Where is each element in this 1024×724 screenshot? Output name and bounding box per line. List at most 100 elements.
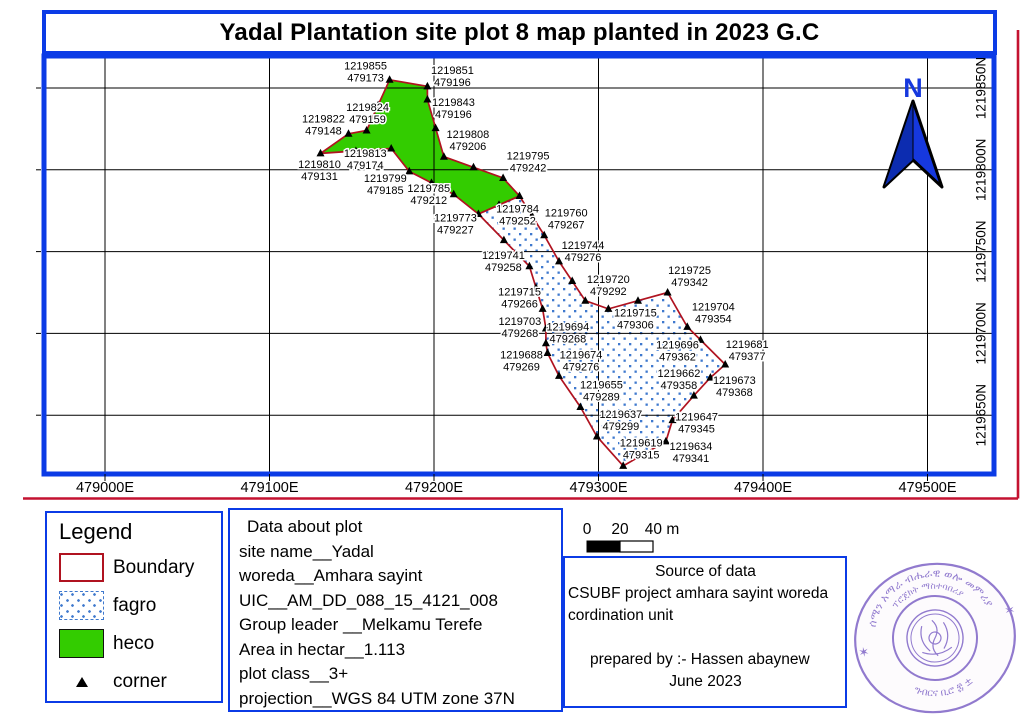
corner-marker [592, 432, 601, 440]
corner-marker [540, 230, 549, 239]
stamp-middle-ring [892, 595, 978, 681]
legend-item-label: corner [113, 670, 167, 692]
stamp-emblem [920, 619, 953, 657]
heco-swatch [59, 629, 104, 658]
corner-marker [668, 415, 677, 424]
point-label: 1219696 479362 [656, 339, 699, 363]
corner-marker [405, 166, 414, 175]
easting-label: 479000E [76, 480, 134, 496]
legend-item-label: heco [113, 632, 155, 654]
corner-marker [541, 324, 550, 332]
corner-marker [362, 126, 371, 134]
point-label: 1219720 479292 [587, 274, 630, 298]
corner-marker [640, 449, 649, 457]
point-label: 1219694 479268 [546, 322, 589, 346]
legend-item-label: Boundary [113, 556, 195, 578]
legend-item-heco: heco [59, 628, 221, 659]
title-box: Yadal Plantation site plot 8 map planted… [42, 10, 997, 55]
corner-marker [576, 402, 585, 410]
stamp-inner-ring2 [910, 613, 960, 663]
point-label: 1219855 479173 [344, 60, 387, 84]
scale-segment-black [586, 540, 621, 553]
stamp-inner-ring [906, 609, 964, 667]
point-label: 1219703 479268 [498, 316, 541, 340]
plot-info-line: plot class__3+ [239, 664, 349, 683]
point-label: 1219813 479174 [344, 148, 387, 172]
corner-marker [474, 209, 483, 217]
point-label: 1219673 479368 [713, 375, 756, 399]
corner-marker [721, 360, 730, 368]
corner-marker [344, 129, 353, 137]
point-label: 1219688 479269 [500, 350, 543, 374]
easting-label: 479400E [734, 480, 792, 496]
legend-item-label: fagro [113, 594, 157, 616]
corner-marker [527, 211, 536, 219]
fagro-polygon [478, 196, 726, 466]
corner-marker [581, 296, 590, 304]
corner-marker [706, 373, 715, 381]
corner-marker [385, 75, 394, 83]
corner-marker [555, 256, 563, 265]
point-label: 1219674 479276 [560, 349, 603, 373]
corner-marker [316, 148, 325, 157]
plot-info-line: Group leader __Melkamu Terefe [239, 615, 483, 634]
plot-info-line: Data about plot [247, 517, 363, 536]
point-label: 1219637 479299 [599, 409, 642, 433]
corner-marker [351, 146, 360, 154]
point-label: 1219773 479227 [434, 212, 477, 236]
point-labels: 1219855 479173 1219851 479196 1219843 479196 1… [297, 59, 770, 467]
point-label: 1219725 479342 [668, 265, 711, 289]
point-label: 1219634 479341 [670, 441, 713, 465]
point-label: 1219744 479276 [562, 240, 605, 264]
northing-label: 1219700N [974, 302, 989, 364]
corner-markers [316, 75, 730, 469]
point-label: 1219715 479266 [498, 286, 541, 310]
corner-marker [495, 200, 503, 208]
corner-marker [449, 189, 458, 198]
corner-marker [696, 335, 705, 343]
fagro-swatch [59, 591, 104, 620]
plot-info-line: Area in hectar__1.113 [239, 639, 406, 659]
corner-marker [543, 348, 552, 356]
scale-bar: 0 20 40 m [583, 521, 679, 553]
north-label: N [903, 73, 923, 103]
point-label: 1219655 479289 [580, 380, 623, 404]
north-arrow-shade [883, 100, 914, 188]
corner-marker [568, 276, 577, 284]
point-label: 1219741 479258 [482, 250, 525, 274]
corner-marker [604, 304, 613, 312]
corner-marker [515, 191, 524, 199]
corner-marker [634, 296, 642, 304]
corner-marker [663, 288, 672, 296]
map-title: Yadal Plantation site plot 8 map planted… [219, 18, 820, 46]
plot-info-line: projection__WGS 84 UTM zone 37N [239, 688, 515, 708]
plot-info-line: woreda__Amhara sayint [239, 566, 423, 585]
point-label: 1219799 479185 [364, 173, 407, 197]
point-label: 1219704 479354 [692, 301, 735, 325]
easting-label: 479100E [240, 480, 298, 496]
source-line: prepared by :- Hassen abaynew [590, 651, 810, 668]
northing-label: 1219850N [974, 57, 989, 119]
plot-polygons [320, 79, 726, 466]
legend-item-corner: corner [59, 666, 221, 697]
corner-marker [532, 283, 540, 291]
source-of-data-box: Source of data CSUBF project amhara sayin… [563, 556, 847, 708]
corner-marker [427, 178, 436, 186]
plot-info-line: site name__Yadal [239, 541, 374, 561]
easting-label: 479300E [569, 480, 627, 496]
point-label: 1219808 479206 [446, 129, 489, 153]
legend-item-boundary: Boundary [59, 552, 221, 583]
scale-label: 20 [611, 521, 629, 538]
northing-label: 1219650N [974, 384, 989, 446]
corner-marker [555, 371, 563, 379]
heco-polygon [320, 79, 520, 214]
point-label: 1219843 479196 [432, 97, 475, 121]
corner-marker [525, 261, 534, 270]
point-label: 1219619 479315 [620, 437, 663, 461]
point-label: 1219715 479306 [614, 307, 657, 331]
point-label: 1219822 479148 [302, 113, 345, 137]
boundary-swatch [59, 553, 104, 582]
easting-label: 479500E [898, 480, 956, 496]
